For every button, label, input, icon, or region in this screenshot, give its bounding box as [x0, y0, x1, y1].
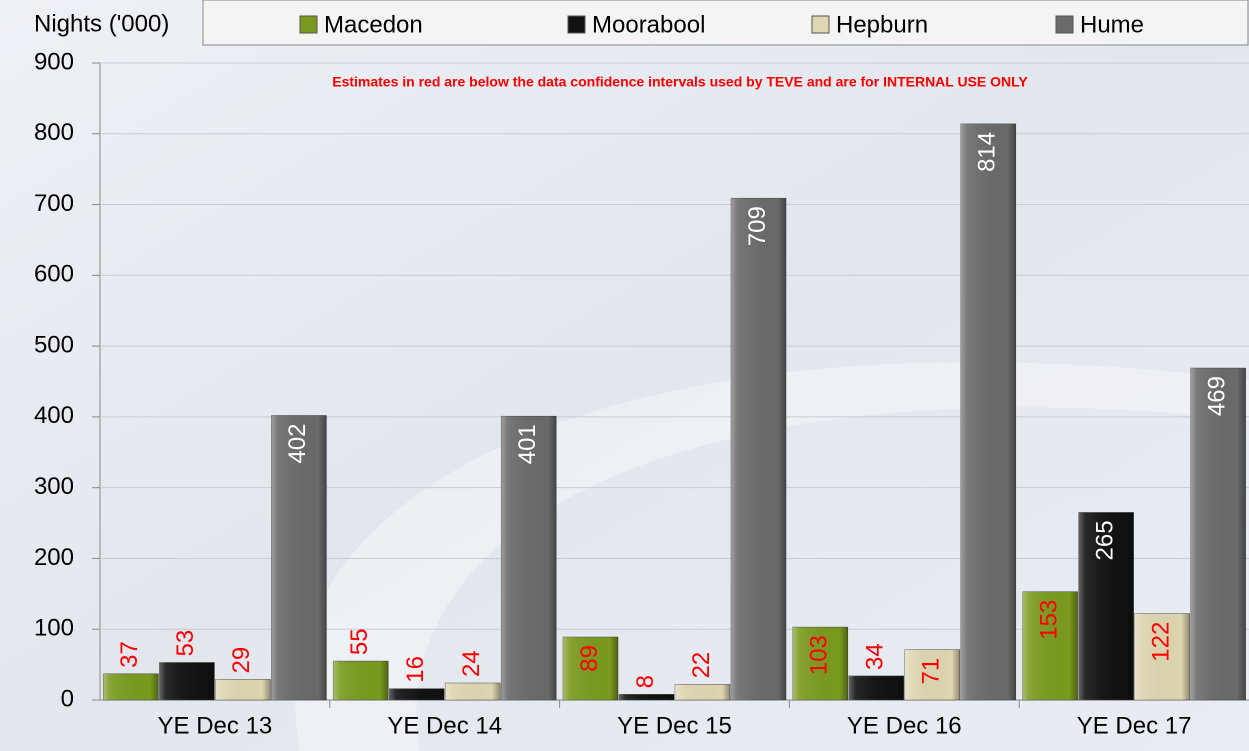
y-tick-label: 200 — [34, 544, 74, 571]
y-tick-label: 300 — [34, 473, 74, 500]
legend-label: Hume — [1080, 11, 1144, 38]
bar-shade — [1078, 512, 1134, 700]
legend-swatch — [567, 15, 586, 34]
bar-shade — [501, 416, 557, 700]
legend-label: Moorabool — [592, 11, 705, 38]
bar-shade — [563, 637, 618, 700]
bar-shade — [619, 694, 674, 700]
x-tick-label: YE Dec 17 — [1077, 712, 1192, 739]
data-label: 24 — [458, 650, 485, 677]
data-label: 814 — [974, 132, 1001, 172]
bar-shade — [1190, 368, 1246, 700]
y-tick-label: 500 — [34, 331, 74, 358]
legend-swatch — [1055, 15, 1074, 34]
bar-shade — [103, 673, 159, 700]
data-label: 103 — [806, 635, 833, 675]
legend-label: Macedon — [324, 11, 423, 38]
bar-shade — [445, 683, 501, 700]
y-tick-label: 600 — [34, 261, 74, 288]
data-label: 401 — [514, 424, 541, 464]
legend-box — [202, 0, 1249, 46]
x-tick-label: YE Dec 15 — [617, 712, 732, 739]
data-label: 29 — [228, 647, 255, 674]
bar-shade — [675, 684, 730, 700]
data-label: 8 — [632, 675, 659, 688]
bar-shade — [731, 198, 786, 701]
data-label: 469 — [1203, 376, 1230, 416]
bar-shade — [159, 662, 215, 700]
bar-shade — [904, 649, 960, 700]
bar-shade — [1134, 613, 1190, 700]
bar-shade — [1022, 591, 1078, 700]
y-tick-label: 400 — [34, 402, 74, 429]
legend-swatch — [811, 15, 830, 34]
data-label: 122 — [1147, 622, 1174, 662]
y-tick-label: 100 — [34, 615, 74, 642]
data-label: 53 — [172, 630, 199, 657]
x-tick-label: YE Dec 16 — [847, 712, 962, 739]
bar-shade — [792, 627, 848, 700]
data-label: 37 — [116, 641, 143, 668]
data-label: 402 — [284, 423, 311, 463]
data-label: 34 — [862, 643, 889, 670]
y-axis-label: Nights ('000) — [34, 10, 169, 37]
annotation: Estimates in red are below the data conf… — [332, 74, 1028, 90]
y-tick-label: 0 — [61, 685, 74, 712]
data-label: 89 — [576, 645, 603, 672]
bar-shade — [215, 679, 271, 700]
data-label: 55 — [346, 628, 373, 655]
data-label: 265 — [1091, 520, 1118, 560]
data-label: 16 — [402, 656, 429, 683]
bar-shade — [848, 675, 904, 700]
data-label: 709 — [744, 206, 771, 246]
x-tick-label: YE Dec 13 — [158, 712, 273, 739]
legend-swatch — [299, 15, 318, 34]
data-label: 22 — [688, 652, 715, 679]
bar-shade — [333, 661, 389, 700]
y-tick-label: 700 — [34, 190, 74, 217]
data-label: 71 — [918, 658, 945, 685]
legend-label: Hepburn — [836, 11, 928, 38]
bar-shade — [389, 688, 445, 700]
data-label: 153 — [1035, 600, 1062, 640]
y-tick-label: 900 — [34, 48, 74, 75]
y-tick-label: 800 — [34, 119, 74, 146]
bar-shade — [271, 415, 327, 700]
bar-shade — [960, 123, 1016, 700]
x-tick-label: YE Dec 14 — [387, 712, 502, 739]
